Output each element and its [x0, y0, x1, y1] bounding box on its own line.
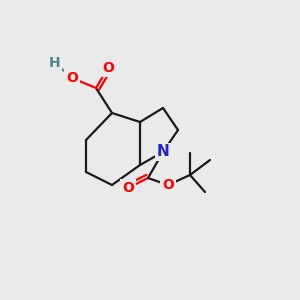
Text: O: O [162, 178, 174, 192]
Text: O: O [102, 61, 114, 75]
Text: O: O [122, 181, 134, 195]
Text: O: O [66, 71, 78, 85]
Text: H: H [49, 56, 61, 70]
Text: N: N [157, 145, 169, 160]
